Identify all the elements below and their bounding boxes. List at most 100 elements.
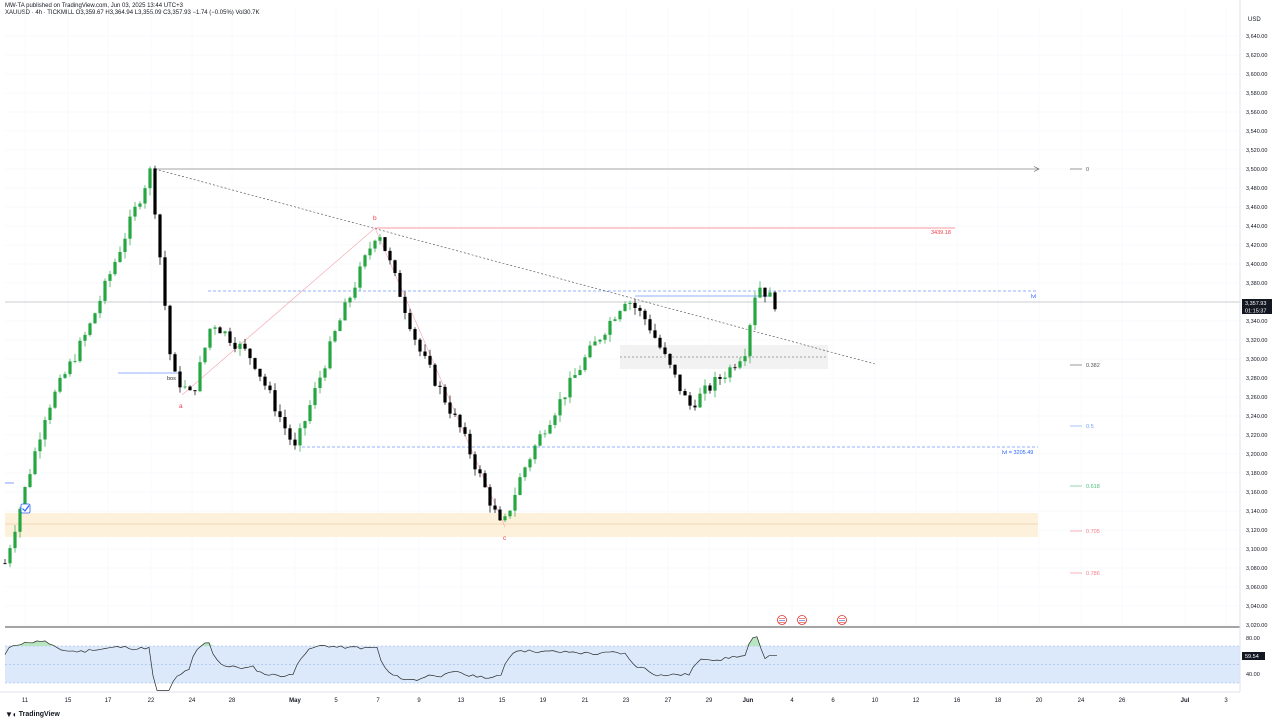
fib-0382-label: 0.382 xyxy=(1086,363,1100,369)
candle-body xyxy=(308,405,312,422)
price-tick-label: 3,380.00 xyxy=(1246,281,1267,287)
candle-body xyxy=(713,377,717,391)
price-tick-label: 3,460.00 xyxy=(1246,205,1267,211)
candle-body xyxy=(68,361,72,375)
time-tick-label: 27 xyxy=(665,698,672,704)
price-tick-label: 3,520.00 xyxy=(1246,148,1267,154)
us-flag-event-icon[interactable] xyxy=(777,615,787,625)
chart-header: MW-TA published on TradingView.com, Jun … xyxy=(5,3,260,17)
candle-body xyxy=(283,417,287,429)
checkmark-icon[interactable] xyxy=(20,503,31,514)
price-axis[interactable]: 3,640.00 3,620.00 3,600.00 3,580.00 3,560.00… xyxy=(1246,34,1267,629)
candle-body xyxy=(593,341,597,346)
candle-body xyxy=(98,300,102,314)
time-tick-label: 10 xyxy=(872,698,879,704)
candle-body xyxy=(468,433,472,455)
time-tick-label: 24 xyxy=(1078,698,1085,704)
price-tick-label: 3,120.00 xyxy=(1246,528,1267,534)
wave-c-label: c xyxy=(503,535,507,542)
level-3439-label: 3439.18 xyxy=(931,230,951,236)
candle-body xyxy=(38,439,42,452)
candle-body xyxy=(503,516,507,521)
time-tick-label: 4 xyxy=(790,698,794,704)
candle-body xyxy=(78,340,82,362)
time-tick-label: 6 xyxy=(831,698,835,704)
price-axis-currency: USD xyxy=(1248,17,1261,23)
candle-body xyxy=(613,319,617,321)
candle-body xyxy=(193,390,197,392)
candle-body xyxy=(278,411,282,418)
price-tick-label: 3,200.00 xyxy=(1246,452,1267,458)
time-tick-label: 28 xyxy=(229,698,236,704)
candle-body xyxy=(323,368,327,378)
candle-body xyxy=(368,248,372,256)
last-price-value: 3,357.93 xyxy=(1245,301,1266,307)
price-tick-label: 3,020.00 xyxy=(1246,623,1267,629)
us-flag-event-icon[interactable] xyxy=(797,615,807,625)
time-tick-label: 3 xyxy=(1224,698,1228,704)
time-tick-label: 15 xyxy=(499,698,506,704)
price-tick-label: 3,300.00 xyxy=(1246,357,1267,363)
candle-body xyxy=(28,474,32,488)
candle-body xyxy=(643,310,647,320)
candle-body xyxy=(253,358,257,369)
candle-body xyxy=(178,371,182,388)
candle-body xyxy=(628,302,632,304)
price-tick-label: 3,500.00 xyxy=(1246,167,1267,173)
time-tick-label: May xyxy=(289,698,301,704)
abc-wave-path[interactable] xyxy=(181,227,506,528)
time-tick-label: 17 xyxy=(105,698,112,704)
time-tick-label: 22 xyxy=(148,698,155,704)
candle-body xyxy=(663,347,667,354)
candlesticks xyxy=(3,165,777,568)
candle-body xyxy=(348,297,352,303)
fib-0786-label: 0.786 xyxy=(1086,571,1100,577)
candle-body xyxy=(18,508,22,532)
descending-trendline[interactable] xyxy=(154,168,876,365)
candle-body xyxy=(8,548,12,564)
price-tick-label: 3,320.00 xyxy=(1246,338,1267,344)
candle-body xyxy=(43,420,47,440)
price-tick-label: 3,340.00 xyxy=(1246,319,1267,325)
rsi-tick-40: 40.00 xyxy=(1246,672,1260,678)
wave-b-label: b xyxy=(373,215,377,222)
demand-zone xyxy=(5,513,1038,537)
price-tick-label: 3,260.00 xyxy=(1246,395,1267,401)
candle-body xyxy=(498,509,502,521)
candle-body xyxy=(218,327,222,334)
candle-body xyxy=(703,385,707,394)
candle-body xyxy=(443,386,447,403)
candle-body xyxy=(523,467,527,478)
lvl-upper-label: lvl xyxy=(1031,294,1036,300)
price-tick-label: 3,100.00 xyxy=(1246,547,1267,553)
candle-body xyxy=(528,459,532,468)
time-tick-label: 9 xyxy=(417,698,421,704)
time-tick-label: 20 xyxy=(1036,698,1043,704)
candle-body xyxy=(768,292,772,297)
us-flag-event-icon[interactable] xyxy=(837,615,847,625)
time-tick-label: 5 xyxy=(334,698,338,704)
candle-body xyxy=(128,216,132,239)
candle-body xyxy=(263,376,267,386)
candle-body xyxy=(438,385,442,387)
candle-body xyxy=(748,325,752,357)
tradingview-logo[interactable]: ▼◖ TradingView xyxy=(5,710,60,719)
candle-body xyxy=(138,203,142,207)
price-tick-label: 3,580.00 xyxy=(1246,91,1267,97)
candle-body xyxy=(353,287,357,298)
candle-body xyxy=(23,487,27,509)
candle-body xyxy=(188,386,192,391)
fib-0618-label: 0.618 xyxy=(1086,484,1100,490)
symbol-ohlc-line[interactable]: XAUUSD · 4h · TICKMILL O3,359.67 H3,364.… xyxy=(5,10,260,16)
candle-body xyxy=(753,297,757,326)
candle-body xyxy=(638,307,642,311)
rsi-overbought-fill xyxy=(5,636,777,646)
candle-body xyxy=(738,361,742,368)
candle-body xyxy=(398,272,402,297)
candle-body xyxy=(338,320,342,332)
candle-body xyxy=(393,260,397,273)
candle-body xyxy=(658,337,662,348)
time-axis[interactable]: 11 15 17 22 24 28 May 5 7 9 13 15 19 21 23 27 29 Jun 4 6 10 1… xyxy=(22,698,1228,704)
candle-body xyxy=(198,362,202,392)
